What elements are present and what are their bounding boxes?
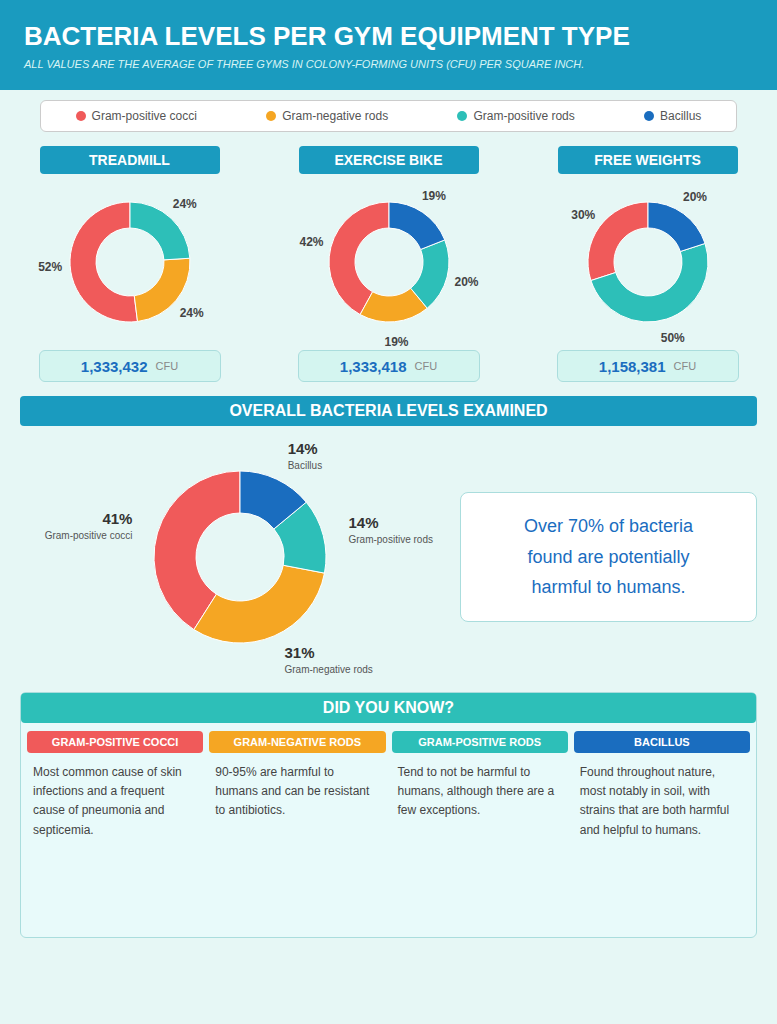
- html-text:CFU: CFU: [155, 360, 179, 372]
- html-text:BACILLUS: BACILLUS: [634, 736, 690, 748]
- html-text:1,333,418: 1,333,418: [339, 357, 407, 375]
- svg-text:52%: 52%: [38, 260, 62, 274]
- svg-text:Gram-negative rods: Gram-negative rods: [284, 664, 372, 675]
- html-text:GRAM-NEGATIVE RODS: GRAM-NEGATIVE RODS: [233, 736, 362, 748]
- html-text:Over 70% of bacteria found are: Over 70% of bacteria found are potential…: [524, 516, 693, 598]
- html-text:FREE WEIGHTS: FREE WEIGHTS: [594, 152, 701, 168]
- svg-text:Gram-positive cocci: Gram-positive cocci: [45, 530, 133, 541]
- html-text:Gram-positive rods: Gram-positive rods: [473, 109, 575, 123]
- svg-text:14%: 14%: [348, 514, 378, 531]
- html-text:90-95% are harmful to humans a: 90-95% are harmful to humans and can be …: [215, 765, 370, 818]
- svg-text:19%: 19%: [421, 189, 445, 203]
- svg-text:31%: 31%: [284, 644, 314, 661]
- html-text:Gram-positive cocci: Gram-positive cocci: [91, 109, 197, 123]
- svg-text:24%: 24%: [179, 306, 203, 320]
- svg-text:19%: 19%: [384, 335, 408, 349]
- html-text:OVERALL BACTERIA LEVELS EXAMIN: OVERALL BACTERIA LEVELS EXAMINED: [229, 402, 548, 419]
- svg-text:Gram-positive rods: Gram-positive rods: [348, 534, 432, 545]
- html-text:1,333,432: 1,333,432: [80, 357, 148, 375]
- svg-text:Bacillus: Bacillus: [288, 460, 322, 471]
- html-text:DID YOU KNOW?: DID YOU KNOW?: [322, 699, 455, 716]
- svg-text:42%: 42%: [299, 235, 323, 249]
- html-text:Tend to not be harmful to huma: Tend to not be harmful to humans, althou…: [397, 765, 555, 818]
- svg-text:30%: 30%: [571, 208, 595, 222]
- svg-text:41%: 41%: [102, 510, 132, 527]
- html-text:1,158,381: 1,158,381: [598, 357, 666, 375]
- svg-text:20%: 20%: [454, 275, 478, 289]
- html-text:ALL VALUES ARE THE AVERAGE OF: ALL VALUES ARE THE AVERAGE OF THREE GYMS…: [24, 57, 585, 70]
- svg-text:24%: 24%: [172, 197, 196, 211]
- svg-text:14%: 14%: [288, 440, 318, 457]
- html-text:EXERCISE BIKE: EXERCISE BIKE: [334, 152, 443, 168]
- html-text:Most common cause of skin infe: Most common cause of skin infections and…: [33, 765, 182, 837]
- html-text:TREADMILL: TREADMILL: [89, 152, 170, 168]
- html-text:GRAM-POSITIVE COCCI: GRAM-POSITIVE COCCI: [51, 736, 179, 748]
- html-text:GRAM-POSITIVE RODS: GRAM-POSITIVE RODS: [418, 736, 541, 748]
- html-text:BACTERIA LEVELS PER GYM EQUIPM: BACTERIA LEVELS PER GYM EQUIPMENT TYPE: [24, 20, 630, 51]
- svg-text:50%: 50%: [660, 331, 684, 345]
- html-text:Bacillus: Bacillus: [660, 109, 702, 123]
- html-text:Gram-negative rods: Gram-negative rods: [282, 109, 389, 123]
- svg-text:20%: 20%: [683, 190, 707, 204]
- html-text:Found throughout nature, most: Found throughout nature, most notably in…: [579, 765, 730, 837]
- html-text:CFU: CFU: [673, 360, 697, 372]
- html-text:CFU: CFU: [414, 360, 438, 372]
